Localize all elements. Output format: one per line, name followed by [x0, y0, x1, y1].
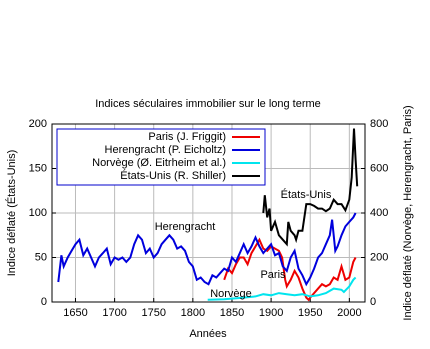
annotation: Paris	[260, 269, 286, 281]
x-tick-label: 1950	[298, 307, 322, 319]
legend-label: Norvège (Ø. Eitrheim et al.)	[92, 157, 226, 169]
y2-tick-label: 800	[370, 118, 388, 130]
y2-tick-label: 200	[370, 251, 388, 263]
y-tick-label: 100	[29, 207, 47, 219]
y-tick-label: 50	[35, 251, 47, 263]
x-tick-label: 1700	[102, 307, 126, 319]
series-line	[262, 128, 359, 247]
x-tick-label: 1900	[259, 307, 283, 319]
y-tick-label: 150	[29, 162, 47, 174]
series-line	[207, 276, 357, 301]
x-tick-label: 1800	[181, 307, 205, 319]
series-line	[57, 212, 357, 287]
y-axis-label: Indice déflaté (États-Unis)	[5, 150, 18, 277]
y2-tick-label: 0	[370, 296, 376, 308]
y2-tick-label: 600	[370, 162, 388, 174]
legend-label: Paris (J. Friggit)	[148, 131, 226, 143]
y2-tick-label: 400	[370, 207, 388, 219]
x-tick-label: 2000	[337, 307, 361, 319]
annotation: Norvège	[210, 288, 252, 300]
y2-axis-label: Indice déflaté (Norvège, Herengracht, Pa…	[402, 105, 414, 320]
y-tick-label: 200	[29, 118, 47, 130]
legend-label: États-Unis (R. Shiller)	[120, 169, 226, 182]
x-tick-label: 1750	[141, 307, 165, 319]
legend-box	[56, 128, 266, 186]
annotation: États-Unis	[281, 188, 332, 201]
x-tick-label: 1650	[63, 307, 87, 319]
y-tick-label: 0	[41, 296, 47, 308]
chart-title: Indices séculaires immobilier sur le lon…	[95, 98, 321, 110]
plot-frame	[51, 123, 366, 303]
x-tick-label: 1850	[220, 307, 244, 319]
series-line	[223, 237, 357, 302]
x-axis-label: Années	[189, 328, 227, 340]
legend-label: Herengracht (P. Eicholtz)	[105, 144, 226, 156]
annotation: Herengracht	[155, 221, 216, 233]
